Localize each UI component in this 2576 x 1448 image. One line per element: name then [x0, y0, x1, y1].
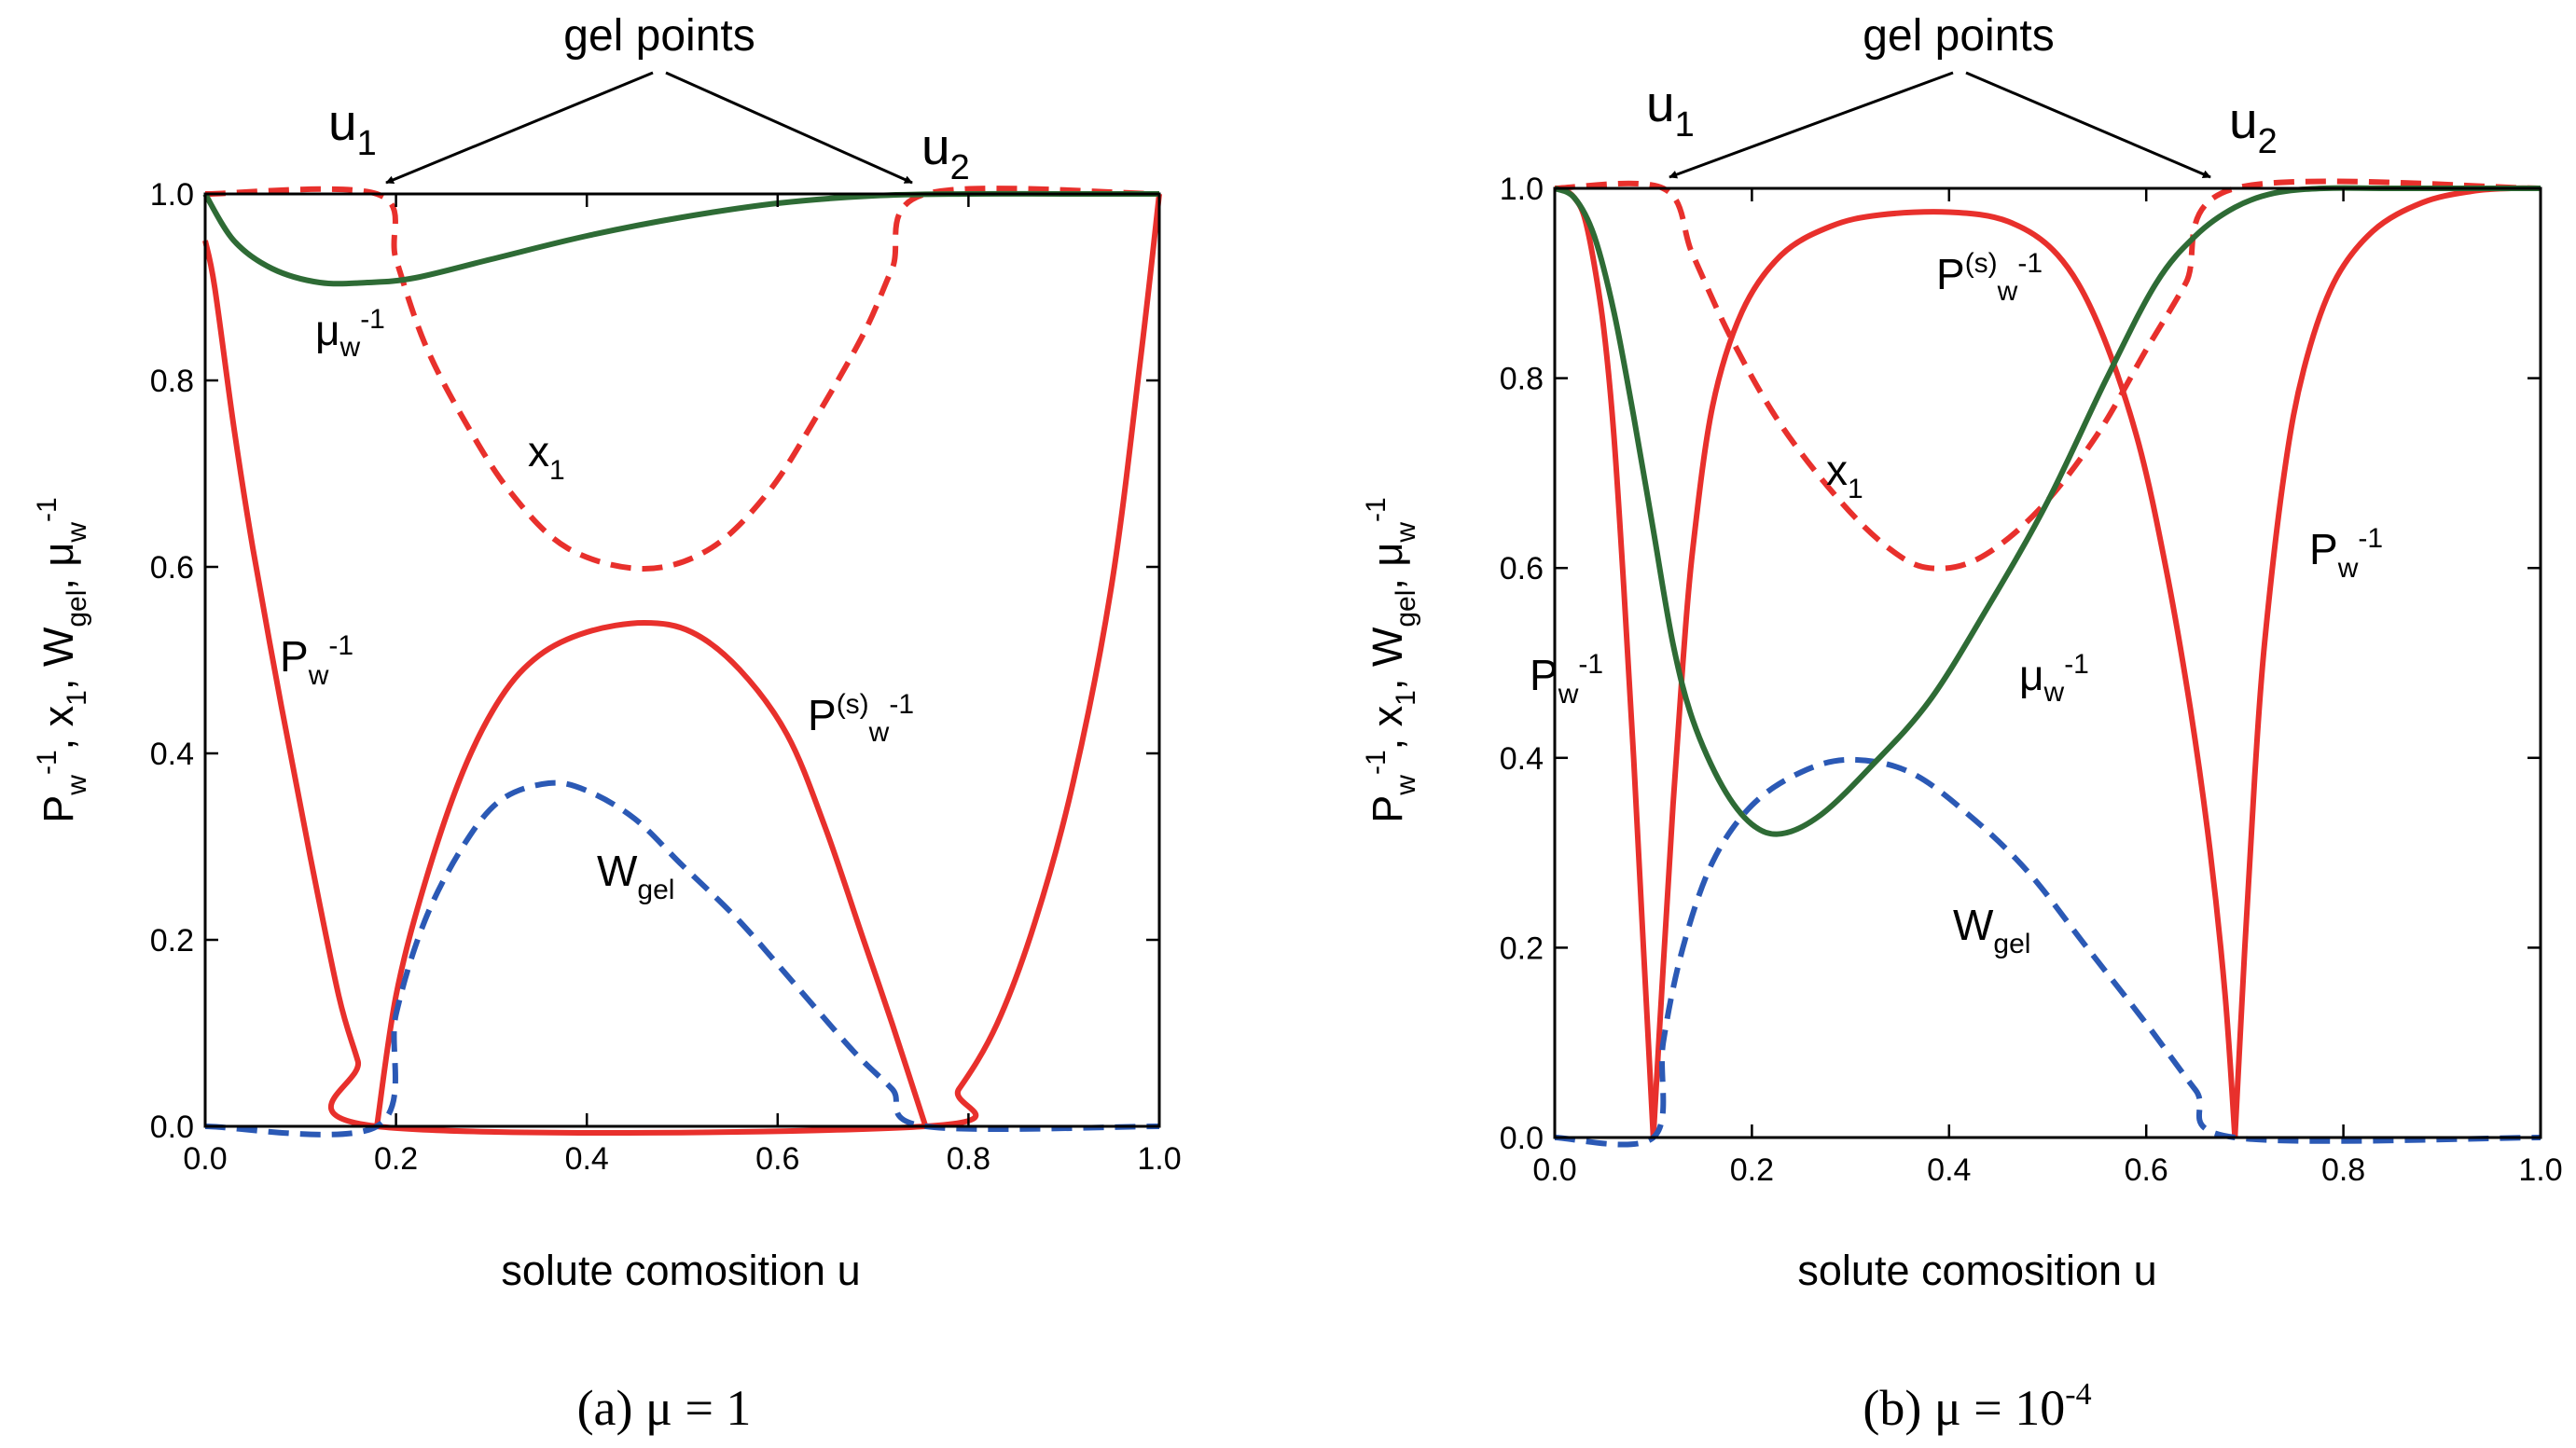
- panel-b-x-tick-label: 0.6: [2125, 1152, 2168, 1188]
- panel-a-y-tick-label: 0.4: [150, 737, 194, 772]
- panel-a-series--w-1: [202, 190, 1159, 287]
- panel-a-y-tick-label: 0.6: [150, 550, 194, 586]
- panel-b-curves: [1553, 178, 2541, 1148]
- panel-b-plot-frame: [1553, 186, 2542, 1139]
- panel-b-series-p-s-w-1: [1650, 209, 2238, 1138]
- panel-b-y-axis-label: Pw-1, x1, Wgel, μw-1: [1361, 497, 1421, 822]
- panel-a-label-wgel: Wgel: [597, 847, 674, 905]
- panel-a-x-tick-label: 0.6: [755, 1141, 799, 1177]
- panel-a-x-ticks: 0.0 0.2 0.4 0.6 0.8 1.0: [183, 194, 1182, 1177]
- panel-a-y-tick-label: 0.8: [150, 364, 194, 399]
- panel-b-label-x1: x1: [1826, 446, 1863, 504]
- panel-a-x-tick-label: 0.8: [947, 1141, 990, 1177]
- panel-a-y-tick-label: 0.0: [150, 1110, 194, 1145]
- panel-a-series-x1: [204, 186, 1160, 572]
- panel-a-x-tick-label: 0.4: [565, 1141, 609, 1177]
- panel-a-y-tick-label: 0.2: [150, 923, 194, 958]
- panel-a-label-mu: μw-1: [315, 304, 385, 363]
- panel-b-y-tick-label: 0.0: [1500, 1121, 1544, 1156]
- panel-a-gel-points-label: gel points: [563, 11, 755, 61]
- panel-b-series-pw-1-left: [1554, 186, 1656, 1138]
- panel-b-label-mu: μw-1: [2019, 649, 2089, 708]
- panel-b-x-tick-label: 1.0: [2518, 1152, 2562, 1188]
- panel-a-u1-label: u1: [328, 93, 377, 163]
- panel-a-series-wgel: [204, 779, 1160, 1138]
- panel-a-label-ps: P(s)w-1: [808, 689, 914, 748]
- panel-a-label-pw: Pw-1: [280, 630, 353, 691]
- panel-b-series-wgel: [1554, 756, 2541, 1148]
- panel-b-y-ticks: 0.0 0.2 0.4 0.6 0.8 1.0: [1500, 172, 2541, 1156]
- panel-b-y-tick-label: 0.2: [1500, 931, 1544, 966]
- panel-a-x-tick-label: 1.0: [1137, 1141, 1181, 1177]
- panel-b-y-tick-label: 0.8: [1500, 362, 1544, 397]
- panel-a-label-x1: x1: [528, 427, 565, 486]
- panel-b-x-axis-label: solute comosition u: [1797, 1247, 2156, 1294]
- panel-b-y-tick-label: 0.6: [1500, 551, 1544, 586]
- panel-b-u1-label: u1: [1646, 75, 1695, 145]
- panel-a-series-pw-1: [202, 193, 1162, 1137]
- panel-b-x-tick-label: 0.8: [2321, 1152, 2365, 1188]
- panel-a-caption: (a) μ = 1: [577, 1380, 752, 1436]
- panel-b-u2-label: u2: [2229, 91, 2278, 161]
- panel-b-gel-arrow-right: [1965, 71, 2211, 179]
- panel-b-x-ticks: 0.0 0.2 0.4 0.6 0.8 1.0: [1532, 188, 2563, 1188]
- panel-b-caption: (b) μ = 10-4: [1863, 1377, 2091, 1436]
- panel-a-x-tick-label: 0.0: [183, 1141, 227, 1177]
- panel-b-series--w-1: [1553, 185, 2541, 837]
- panel-a-gel-arrow-right: [665, 71, 913, 185]
- panel-b-label-pw-left: Pw-1: [1530, 649, 1603, 710]
- panel-a: 0.0 0.2 0.4 0.6 0.8 1.0 0.0 0.2 0.4 0.6 0.8 1.0 so…: [32, 11, 1182, 1436]
- panel-b-y-tick-label: 1.0: [1500, 172, 1544, 207]
- panel-b-x-tick-label: 0.4: [1927, 1152, 1971, 1188]
- panel-b-x-tick-label: 0.2: [1730, 1152, 1774, 1188]
- panel-b-gel-points-label: gel points: [1863, 11, 2054, 61]
- panel-b-gel-arrow-left: [1669, 71, 1954, 179]
- panel-b-label-pw-right: Pw-1: [2309, 523, 2383, 584]
- panel-a-curves: [202, 186, 1162, 1138]
- panel-a-u2-label: u2: [921, 117, 970, 187]
- panel-a-y-axis-label: Pw-1, x1, Wgel, μw-1: [32, 497, 92, 822]
- panel-a-y-ticks: 0.0 0.2 0.4 0.6 0.8 1.0: [150, 177, 1159, 1145]
- panel-a-gel-arrow-left: [385, 71, 654, 185]
- panel-b-x-tick-label: 0.0: [1532, 1152, 1576, 1188]
- panel-b: 0.0 0.2 0.4 0.6 0.8 1.0 0.0 0.2 0.4 0.6 0.8 1.0 so…: [1361, 11, 2563, 1436]
- panel-b-series-pw-1-right: [2232, 185, 2541, 1138]
- panel-a-x-axis-label: solute comosition u: [501, 1247, 860, 1294]
- panel-b-label-ps: P(s)w-1: [1936, 248, 2043, 307]
- panel-b-y-tick-label: 0.4: [1500, 741, 1544, 777]
- panel-a-y-tick-label: 1.0: [150, 177, 194, 213]
- panel-b-series-x1: [1554, 178, 2541, 572]
- panel-a-plot-frame: [203, 192, 1161, 1128]
- panel-b-label-wgel: Wgel: [1953, 901, 2030, 959]
- panel-a-x-tick-label: 0.2: [374, 1141, 418, 1177]
- panel-a-series-p-s-w-1: [374, 620, 929, 1127]
